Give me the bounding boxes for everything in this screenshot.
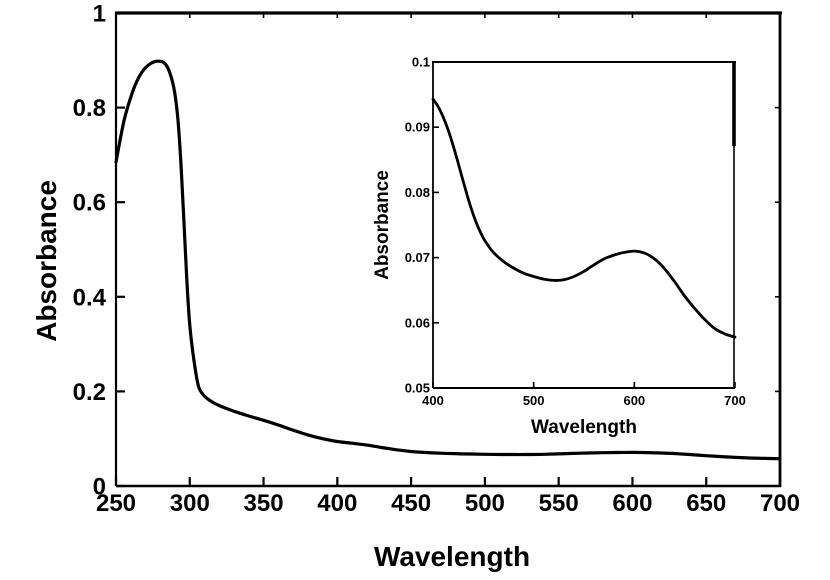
x-tick-label: 700	[760, 490, 800, 517]
y-tick-label: 0.8	[73, 95, 106, 122]
x-tick-label: 600	[623, 393, 645, 408]
main-xtick-labels: 250 300 350 400 450 500 550 600 650 700	[96, 490, 800, 517]
inset-ytick-labels: 0.05 0.06 0.07 0.08 0.09 0.1	[405, 55, 430, 396]
y-tick-label: 0.05	[405, 381, 430, 396]
main-xaxis-title: Wavelength	[374, 541, 530, 572]
inset-xaxis-title: Wavelength	[531, 417, 637, 438]
x-tick-label: 700	[724, 393, 746, 408]
y-tick-label: 0.08	[405, 185, 430, 200]
main-ytick-labels: 0 0.2 0.4 0.6 0.8 1	[73, 1, 107, 501]
y-tick-label: 0.06	[405, 315, 430, 330]
x-tick-label: 450	[391, 490, 431, 517]
inset-xtick-labels: 400 500 600 700	[422, 393, 746, 408]
x-tick-label: 250	[96, 490, 136, 517]
y-tick-label: 0.4	[73, 284, 107, 311]
x-tick-label: 650	[686, 490, 726, 517]
x-tick-label: 500	[465, 490, 505, 517]
y-tick-label: 0.07	[405, 250, 430, 265]
inset-yaxis-title: Absorbance	[372, 170, 393, 280]
x-tick-label: 550	[539, 490, 579, 517]
y-tick-label: 0.1	[412, 55, 430, 70]
x-tick-label: 350	[244, 490, 284, 517]
x-tick-label: 500	[523, 393, 545, 408]
absorbance-curve-inset	[431, 97, 737, 339]
y-tick-label: 1	[93, 1, 106, 28]
y-tick-label: 0.09	[405, 120, 430, 135]
y-tick-label: 0.6	[73, 190, 106, 217]
x-tick-label: 600	[612, 490, 652, 517]
main-yaxis-title: Absorbance	[31, 180, 62, 342]
inset-plot: 400 500 600 700 0.05 0.06 0.07 0.08 0.09 0.1 Wav…	[372, 55, 746, 439]
x-tick-label: 400	[317, 490, 357, 517]
absorbance-curve	[114, 59, 782, 461]
x-tick-label: 400	[422, 393, 444, 408]
x-tick-label: 300	[170, 490, 210, 517]
main-plot: 250 300 350 400 450 500 550 600 650 700 0 0.2 0.4 0.…	[31, 1, 800, 573]
y-tick-label: 0.2	[73, 379, 106, 406]
main-ticks	[114, 11, 782, 488]
y-tick-label: 0	[93, 474, 106, 501]
inset-ticks	[432, 61, 736, 389]
